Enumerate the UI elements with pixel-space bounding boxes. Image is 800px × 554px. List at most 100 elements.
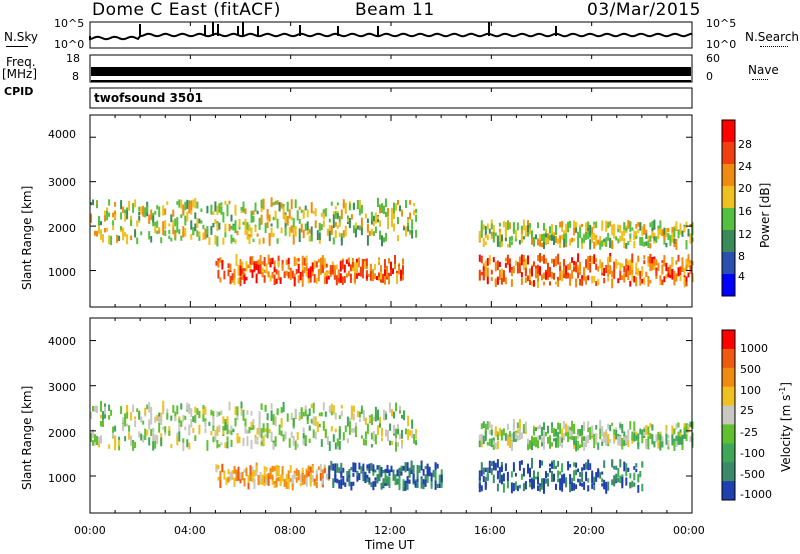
power-scatter-cell [120, 200, 123, 210]
velocity-scatter-cell [625, 436, 628, 444]
velocity-scatter-cell [615, 473, 618, 479]
power-scatter-cell [352, 225, 355, 234]
power-scatter-cell [480, 272, 483, 276]
velocity-scatter-cell [637, 484, 640, 493]
power-scatter-cell [617, 278, 620, 284]
velocity-scatter-cell [561, 463, 564, 473]
power-scatter-cell [657, 262, 660, 271]
power-scatter-cell [589, 255, 592, 262]
power-scatter-cell [325, 263, 328, 268]
velocity-scatter-cell [565, 480, 568, 488]
power-scatter-cell [347, 270, 350, 277]
velocity-scatter-cell [611, 479, 614, 486]
velocity-scatter-cell [262, 423, 265, 433]
power-scatter-cell [611, 240, 614, 250]
velocity-scatter-cell [290, 431, 293, 438]
power-scatter-cell [332, 237, 335, 245]
power-scatter-cell [260, 214, 263, 225]
power-scatter-cell [629, 265, 632, 276]
power-scatter-cell [134, 199, 137, 208]
velocity-scatter-cell [415, 433, 418, 438]
power-scatter-cell [162, 227, 165, 236]
power-band-0 [90, 197, 418, 247]
power-scatter-cell [267, 272, 270, 277]
velocity-scatter-cell [506, 423, 509, 430]
vel-cb-tick-2: 100 [740, 384, 761, 397]
power-scatter-cell [374, 212, 377, 220]
velocity-scatter-cell [587, 485, 590, 492]
velocity-scatter-cell [681, 434, 684, 445]
velocity-scatter-cell [286, 413, 289, 422]
velocity-scatter-cell [224, 442, 227, 448]
power-scatter-cell [292, 235, 295, 245]
power-scatter-cell [617, 228, 620, 233]
power-scatter-cell [106, 227, 109, 232]
velocity-scatter-cell [202, 405, 205, 410]
power-scatter-cell [138, 212, 141, 216]
power-scatter-cell [675, 239, 678, 250]
power-scatter-cell [368, 231, 371, 236]
velocity-scatter-cell [579, 478, 582, 483]
power-scatter-cell [250, 227, 253, 238]
power-scatter-cell [298, 236, 301, 242]
power-scatter-cell [400, 269, 402, 279]
power-scatter-cell [174, 218, 177, 227]
velocity-scatter-cell [362, 410, 365, 422]
velocity-scatter-cell [569, 426, 572, 431]
power-scatter-cell [279, 278, 282, 284]
power-scatter-cell [196, 218, 199, 229]
power-scatter-cell [263, 275, 266, 283]
power-scatter-cell [379, 230, 381, 240]
velocity-scatter-cell [374, 469, 377, 473]
velocity-scatter-cell [261, 474, 264, 485]
power-scatter-cell [383, 205, 385, 215]
velocity-scatter-cell [502, 428, 505, 436]
power-scatter-cell [510, 267, 513, 273]
power-scatter-cell [617, 261, 620, 266]
power-scatter-cell [283, 271, 286, 278]
velocity-scatter-cell [228, 401, 231, 411]
velocity-scatter-cell [516, 435, 519, 441]
xtick-4: 16:00 [474, 524, 506, 537]
power-scatter-cell [579, 261, 582, 272]
power-scatter-cell [639, 237, 642, 246]
power-scatter-cell [599, 259, 602, 269]
power-scatter-cell [549, 226, 551, 234]
velocity-scatter-cell [623, 439, 626, 446]
power-scatter-cell [200, 220, 203, 224]
power-scatter-cell [591, 278, 594, 284]
velocity-scatter-cell [178, 416, 181, 421]
velocity-scatter-cell [140, 433, 143, 441]
power-scatter-cell [649, 235, 652, 242]
velocity-scatter-cell [401, 443, 403, 449]
velocity-scatter-cell [490, 468, 493, 475]
velocity-scatter-cell [665, 425, 668, 431]
velocity-scatter-cell [541, 442, 543, 446]
power-scatter-cell [264, 222, 267, 233]
power-scatter-cell [110, 235, 113, 246]
velocity-scatter-cell [381, 427, 383, 437]
power-scatter-cell [124, 213, 127, 222]
velocity-scatter-cell [494, 426, 497, 437]
power-scatter-cell [263, 269, 266, 273]
power-scatter-cell [220, 206, 223, 215]
velocity-scatter-cell [685, 433, 688, 442]
power-scatter-cell [230, 214, 233, 222]
velocity-colorbar-segment [722, 405, 735, 425]
power-scatter-cell [108, 235, 111, 245]
velocity-scatter-cell [364, 417, 367, 425]
velocity-scatter-cell [655, 434, 658, 443]
velocity-scatter-cell [486, 421, 489, 430]
power-scatter-cell [272, 232, 275, 237]
velocity-scatter-cell [384, 472, 387, 484]
power-scatter-cell [506, 256, 509, 265]
power-scatter-cell [629, 233, 632, 239]
power-scatter-cell [615, 264, 618, 269]
power-scatter-cell [178, 199, 181, 208]
velocity-scatter-cell [364, 439, 367, 446]
velocity-scatter-cell [383, 409, 385, 421]
velocity-scatter-cell [531, 436, 533, 447]
power-scatter-cell [270, 197, 273, 208]
power-scatter-cell [677, 229, 680, 239]
power-scatter-cell [629, 259, 632, 269]
